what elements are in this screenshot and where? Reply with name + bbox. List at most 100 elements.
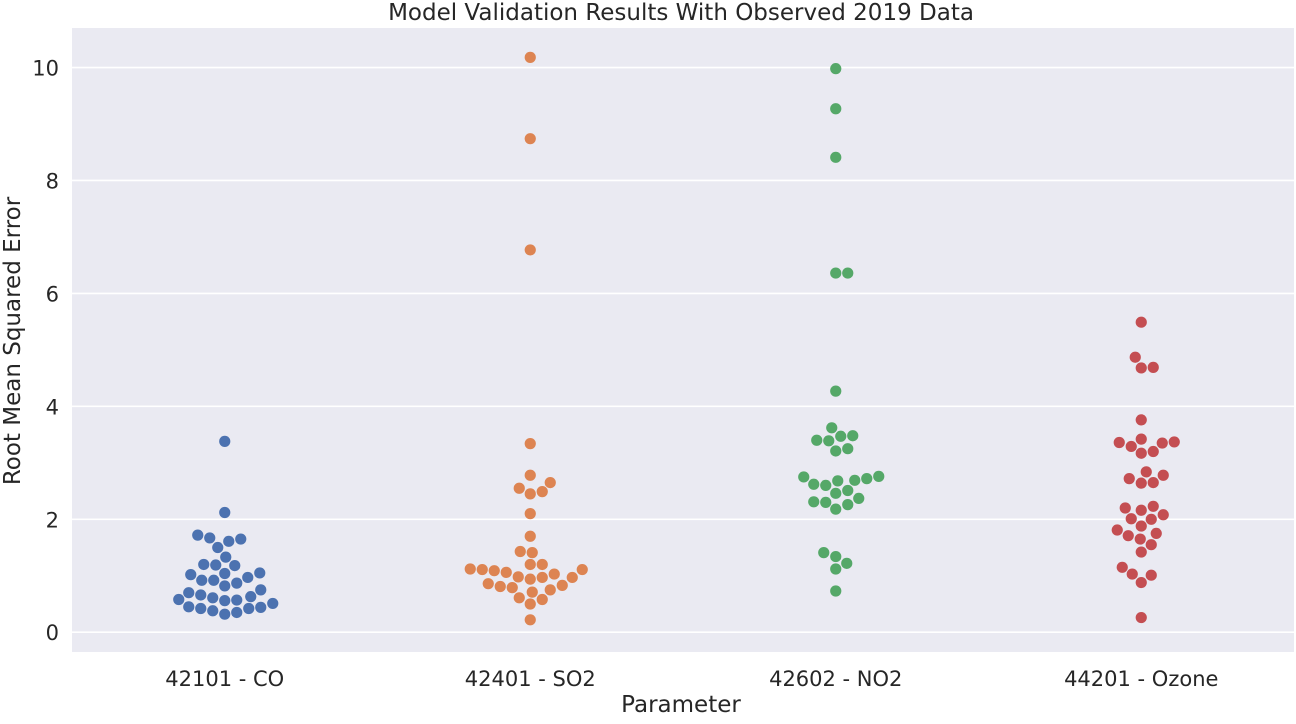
data-point bbox=[524, 614, 536, 626]
y-axis-label: Root Mean Squared Error bbox=[0, 196, 26, 485]
data-point bbox=[1125, 440, 1137, 453]
data-point bbox=[524, 133, 536, 145]
data-point bbox=[842, 484, 854, 497]
data-point bbox=[1157, 469, 1169, 481]
data-point bbox=[830, 103, 842, 115]
y-tick-labels: 0 2 4 6 8 10 bbox=[32, 57, 59, 646]
data-point bbox=[849, 474, 861, 486]
data-point bbox=[229, 560, 241, 572]
data-point bbox=[488, 565, 500, 577]
y-tick-label: 2 bbox=[46, 508, 59, 532]
data-point bbox=[245, 591, 257, 603]
plot-background bbox=[72, 28, 1294, 652]
data-point bbox=[842, 267, 854, 279]
data-point bbox=[526, 586, 538, 598]
data-point bbox=[830, 585, 842, 597]
data-point bbox=[267, 597, 279, 610]
data-point bbox=[1168, 436, 1180, 448]
data-point bbox=[798, 471, 810, 483]
data-point bbox=[842, 443, 854, 455]
data-points bbox=[173, 51, 1180, 626]
data-point bbox=[242, 571, 254, 584]
data-point bbox=[861, 473, 873, 485]
data-point bbox=[219, 506, 231, 519]
data-point bbox=[1126, 568, 1138, 580]
data-point bbox=[195, 602, 207, 615]
data-point bbox=[536, 486, 548, 498]
data-point bbox=[1135, 477, 1147, 489]
data-point bbox=[1135, 504, 1147, 516]
data-point bbox=[820, 479, 832, 492]
data-point bbox=[1134, 533, 1146, 545]
data-point bbox=[823, 435, 835, 447]
data-point bbox=[1135, 447, 1147, 459]
y-tick-label: 6 bbox=[46, 282, 59, 306]
data-point bbox=[183, 587, 195, 599]
data-point bbox=[853, 492, 865, 504]
data-point bbox=[212, 541, 224, 554]
data-point bbox=[231, 606, 243, 619]
data-point bbox=[1147, 445, 1159, 458]
data-point bbox=[841, 557, 853, 569]
data-point bbox=[1135, 433, 1147, 445]
data-point bbox=[832, 475, 844, 487]
data-point bbox=[464, 563, 476, 575]
data-point bbox=[830, 445, 842, 457]
y-tick-label: 8 bbox=[46, 169, 59, 193]
data-point bbox=[196, 574, 208, 586]
data-point bbox=[544, 584, 556, 596]
data-point bbox=[506, 582, 518, 594]
data-point bbox=[231, 577, 243, 589]
data-point bbox=[1145, 539, 1157, 551]
data-point bbox=[556, 579, 568, 591]
data-point bbox=[818, 547, 830, 559]
data-point bbox=[254, 567, 266, 579]
data-point bbox=[1135, 546, 1147, 558]
y-tick-label: 0 bbox=[46, 621, 59, 645]
data-point bbox=[873, 470, 885, 482]
data-point bbox=[1140, 466, 1152, 478]
data-point bbox=[195, 589, 207, 601]
data-point bbox=[1157, 509, 1169, 521]
data-point bbox=[219, 608, 231, 620]
data-point bbox=[524, 573, 536, 585]
x-tick-labels: 42101 - CO 42401 - SO2 42602 - NO2 44201 - … bbox=[165, 667, 1218, 691]
data-point bbox=[482, 578, 494, 590]
data-point bbox=[1113, 436, 1125, 449]
data-point bbox=[830, 151, 842, 163]
data-point bbox=[524, 469, 536, 481]
data-point bbox=[1125, 513, 1137, 525]
data-point bbox=[524, 530, 536, 542]
data-point bbox=[1150, 527, 1162, 540]
data-point bbox=[185, 569, 197, 581]
data-point bbox=[204, 532, 216, 544]
y-tick-label: 10 bbox=[32, 57, 59, 81]
data-point bbox=[1135, 316, 1147, 328]
chart-title: Model Validation Results With Observed 2… bbox=[388, 0, 974, 26]
data-point bbox=[476, 563, 488, 576]
data-point bbox=[219, 567, 231, 580]
data-point bbox=[524, 438, 536, 450]
data-point bbox=[183, 601, 195, 613]
data-point bbox=[208, 574, 220, 586]
data-point bbox=[526, 547, 538, 559]
data-point bbox=[512, 571, 524, 583]
data-point bbox=[544, 476, 556, 489]
data-point bbox=[1129, 351, 1141, 363]
data-point bbox=[1147, 361, 1159, 373]
data-point bbox=[1135, 362, 1147, 374]
data-point bbox=[494, 580, 506, 593]
data-point bbox=[811, 434, 823, 446]
gridlines bbox=[72, 66, 1294, 634]
data-point bbox=[255, 584, 267, 596]
data-point bbox=[524, 51, 536, 63]
data-point bbox=[1156, 437, 1168, 449]
data-point bbox=[219, 435, 231, 447]
data-point bbox=[220, 551, 232, 563]
data-point bbox=[524, 244, 536, 256]
data-point bbox=[207, 605, 219, 617]
data-point bbox=[1135, 576, 1147, 589]
x-tick-label: 44201 - Ozone bbox=[1064, 667, 1218, 691]
data-point bbox=[536, 571, 548, 584]
